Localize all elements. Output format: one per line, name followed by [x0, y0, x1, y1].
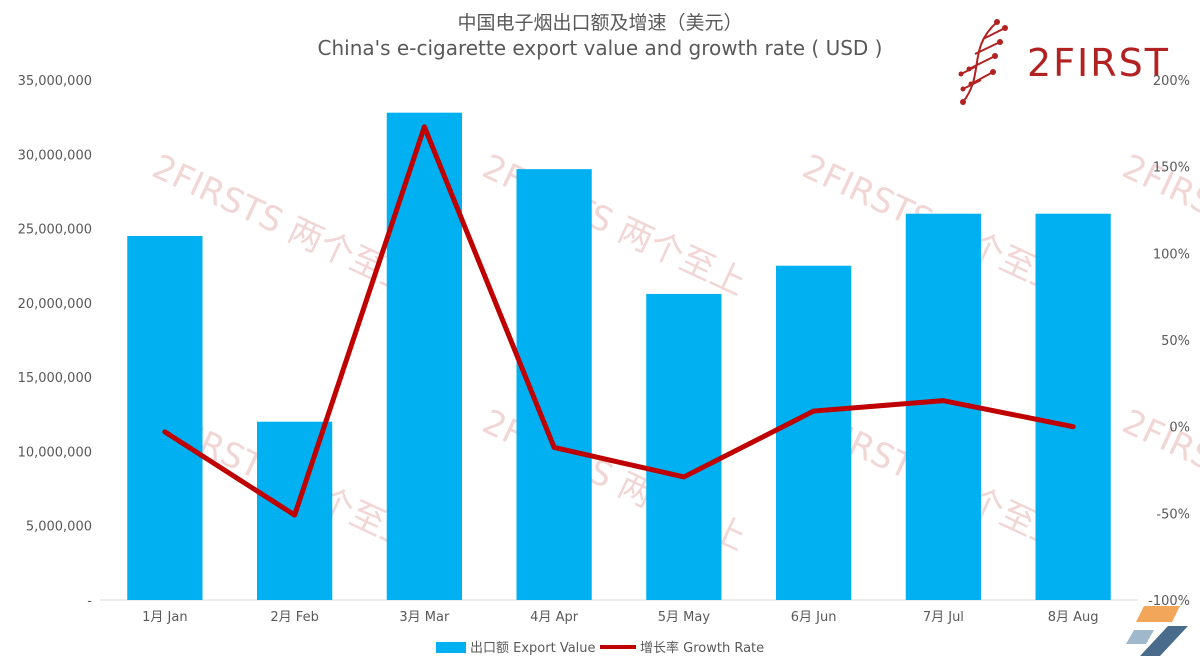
- brand-logo: 2FIRSTS: [958, 19, 1170, 105]
- x-tick-label: 2月 Feb: [270, 610, 318, 625]
- legend: 出口额 Export Value 增长率 Growth Rate: [436, 640, 764, 656]
- x-tick-label: 6月 Jun: [791, 610, 837, 625]
- bar: [1035, 213, 1111, 600]
- x-tick-label: 4月 Apr: [530, 610, 579, 625]
- line-point: [552, 445, 556, 449]
- y-right-tick-label: -100%: [1148, 594, 1190, 609]
- line-point: [682, 475, 686, 479]
- line-point: [812, 409, 816, 413]
- x-tick-label: 5月 May: [658, 610, 711, 625]
- corner-logo: [1126, 606, 1188, 656]
- line-point: [1071, 425, 1075, 429]
- x-tick-label: 7月 Jul: [923, 610, 964, 625]
- line-point: [163, 430, 167, 434]
- bar: [646, 293, 722, 600]
- y-right-tick-label: 200%: [1153, 74, 1190, 89]
- legend-swatch-export: [436, 642, 466, 653]
- y-left-tick-label: 5,000,000: [26, 520, 92, 535]
- line-series: [162, 124, 1076, 518]
- x-tick-label: 3月 Mar: [399, 610, 450, 625]
- chart-title: 中国电子烟出口额及增速（美元）: [457, 12, 743, 34]
- y-left-tick-label: 25,000,000: [18, 223, 92, 238]
- y-left-tick-label: 20,000,000: [18, 297, 92, 312]
- x-tick-label: 1月 Jan: [142, 610, 187, 625]
- bar: [127, 236, 203, 600]
- x-axis-ticks: 1月 Jan 2月 Feb 3月 Mar 4月 Apr 5月 May 6月 Jun 7月 J…: [142, 610, 1098, 625]
- legend-label-growth: 增长率 Growth Rate: [640, 640, 764, 656]
- y-right-tick-label: 100%: [1153, 247, 1190, 262]
- y-left-tick-label: -: [87, 594, 92, 609]
- y-left-tick-label: 30,000,000: [18, 148, 92, 163]
- y-right-tick-label: 150%: [1153, 161, 1190, 176]
- y-left-tick-label: 10,000,000: [18, 445, 92, 460]
- line-point: [941, 399, 945, 403]
- y-right-tick-label: -50%: [1156, 507, 1190, 522]
- y-right-tick-label: 0%: [1169, 421, 1190, 436]
- y-right-tick-label: 50%: [1161, 334, 1190, 349]
- y-left-tick-label: 35,000,000: [18, 74, 92, 89]
- bar: [775, 265, 852, 600]
- y-axis-left-ticks: - 5,000,000 10,000,000 15,000,000 20,000,000…: [18, 74, 93, 609]
- line-point: [293, 513, 297, 517]
- bar-series: [127, 112, 1111, 600]
- growth-line: [162, 124, 1076, 518]
- legend-label-export: 出口额 Export Value: [470, 641, 596, 656]
- y-axis-right-ticks: -100% -50% 0% 50% 100% 150% 200%: [1148, 74, 1190, 609]
- chart-subtitle: China's e-cigarette export value and gro…: [317, 36, 883, 60]
- x-tick-label: 8月 Aug: [1048, 610, 1099, 625]
- logo-text: 2FIRSTS: [1027, 41, 1170, 85]
- y-left-tick-label: 15,000,000: [18, 371, 92, 386]
- line-point: [422, 125, 426, 129]
